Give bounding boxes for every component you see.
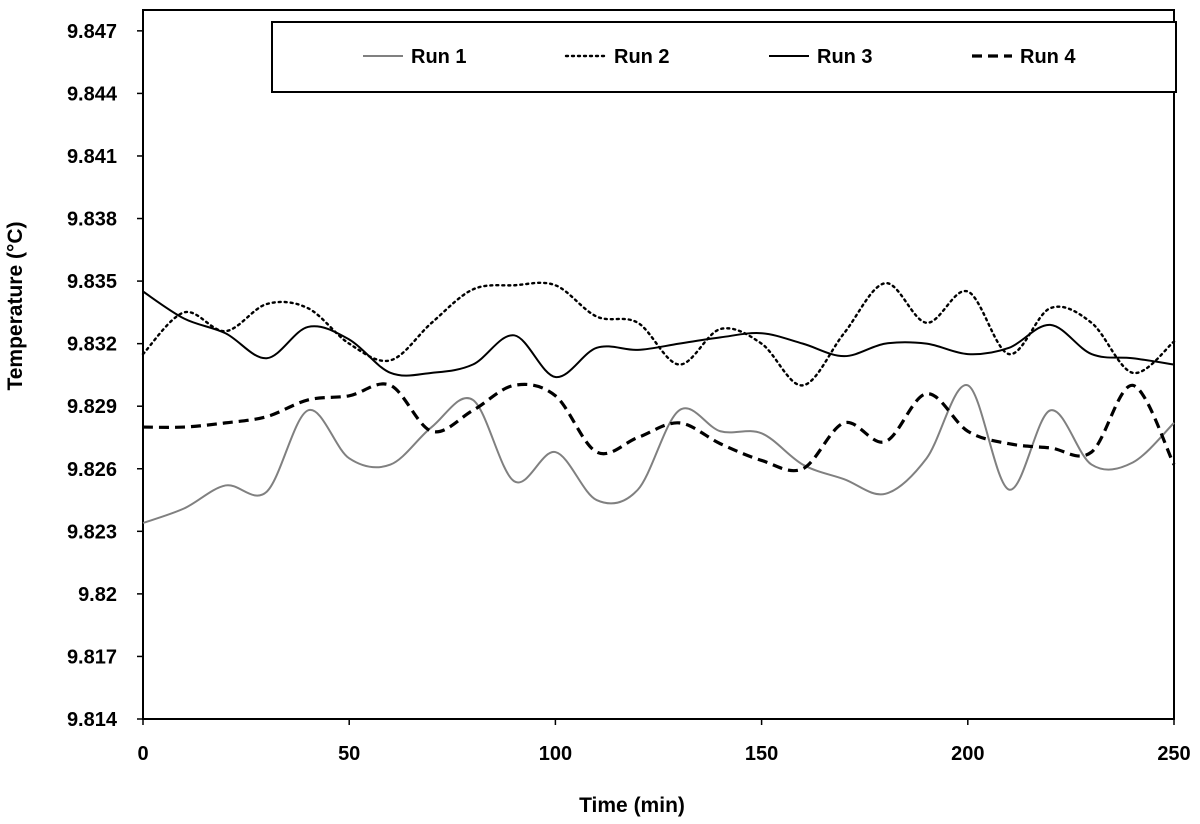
y-tick-label: 9.847 [67,21,117,43]
y-tick-label: 9.814 [67,709,118,731]
y-tick-label: 9.82 [78,584,117,606]
x-tick-label: 150 [745,743,778,765]
series-line-run-2 [141,281,1176,387]
y-tick-label: 9.844 [67,83,118,105]
series-layer [141,281,1176,524]
legend-box [271,21,1177,93]
legend-label-run-4: Run 4 [1020,46,1076,68]
x-tick-label: 0 [137,743,148,765]
legend-label-run-3: Run 3 [817,46,873,68]
y-tick-label: 9.832 [67,334,117,356]
plot-area [142,9,1175,720]
y-tick-label: 9.823 [67,521,117,543]
y-tick-label: 9.826 [67,459,117,481]
series-line-run-1 [142,384,1175,524]
x-tick-label: 100 [539,743,572,765]
legend: Run 1 Run 2 Run 3 Run 4 [271,21,1177,93]
x-axis: 0 50 100 150 200 250 [137,719,1191,765]
y-tick-label: 9.838 [67,209,117,231]
series-line-run-3 [142,290,1175,379]
legend-label-run-1: Run 1 [411,46,467,68]
x-tick-label: 250 [1157,743,1190,765]
y-tick-label: 9.829 [67,396,117,418]
series-line-run-4 [142,382,1176,473]
x-axis-title: Time (min) [579,794,685,817]
y-tick-label: 9.835 [67,271,117,293]
legend-label-run-2: Run 2 [614,46,670,68]
x-tick-label: 50 [338,743,360,765]
y-tick-label: 9.817 [67,646,117,668]
y-axis-title: Temperature (°C) [4,221,27,390]
x-tick-label: 200 [951,743,984,765]
y-tick-label: 9.841 [67,146,117,168]
y-axis: 9.814 9.817 9.82 9.823 9.826 9.829 9.832 9.835 9… [67,21,143,731]
